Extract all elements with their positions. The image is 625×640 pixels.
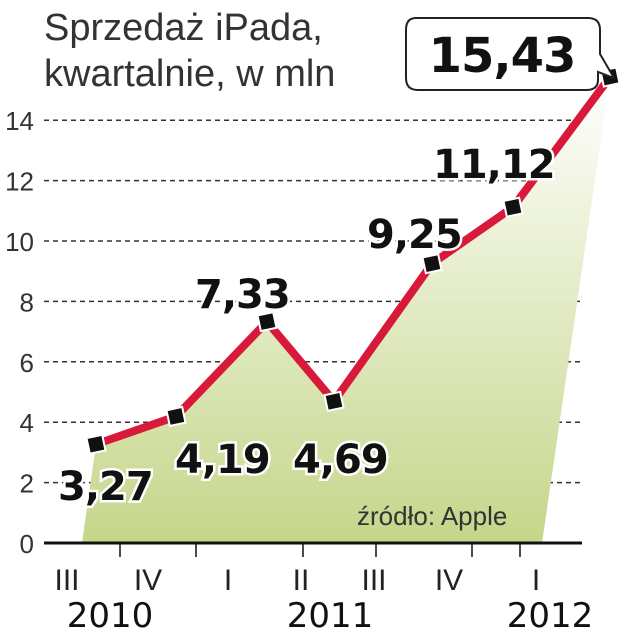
y-tick-label: 12: [5, 167, 34, 197]
x-tick-label: IV: [134, 564, 162, 597]
data-label: 4,19: [175, 437, 270, 483]
highlighted-value-callout: 15,43: [405, 17, 617, 91]
area-fill: [82, 77, 610, 543]
chart-title-line-2: kwartalnie, w mln: [44, 53, 335, 95]
area-shape: [82, 77, 610, 543]
x-tick-label: II: [293, 564, 310, 597]
y-tick-label: 0: [20, 529, 34, 559]
year-label: 2012: [507, 596, 594, 636]
year-label: 2010: [67, 596, 154, 636]
data-labels: 3,27 4,19 7,33 4,69 9,25 11,12 15,43: [56, 17, 617, 513]
data-point-marker: [85, 433, 107, 455]
y-tick-label: 8: [20, 287, 34, 317]
y-tick-label: 6: [20, 348, 34, 378]
y-tick-label: 14: [5, 106, 34, 136]
data-label: 7,33: [195, 272, 290, 318]
y-tick-labels: 0 2 4 6 8 10 12 14: [5, 106, 34, 559]
data-label: 11,12: [433, 142, 555, 188]
x-axis: [44, 541, 582, 557]
y-tick-label: 4: [20, 408, 34, 438]
callout-box: [405, 17, 617, 91]
year-labels: 2010 2011 2012: [67, 596, 594, 636]
data-point-marker: [421, 252, 443, 275]
data-label: 4,69: [293, 437, 388, 483]
data-markers: [85, 66, 621, 455]
data-label: 9,25: [367, 212, 462, 258]
x-tick-label: IV: [435, 564, 463, 597]
data-point-marker: [256, 310, 278, 333]
y-tick-label: 2: [20, 469, 34, 499]
x-tick-label: I: [224, 564, 232, 597]
x-tick-label: III: [54, 564, 79, 597]
x-tick-label: I: [532, 564, 540, 597]
data-label: 3,27: [58, 464, 153, 510]
data-point-marker: [502, 196, 524, 218]
year-label: 2011: [287, 596, 374, 636]
x-tick-label: III: [361, 564, 386, 597]
data-point-marker: [323, 390, 345, 413]
y-tick-label: 10: [5, 227, 34, 257]
data-point-marker: [165, 405, 187, 428]
x-tick-labels: III IV I II III IV I: [54, 564, 540, 597]
data-label: 15,43: [429, 28, 576, 84]
chart-title-line-1: Sprzedaż iPada,: [44, 7, 323, 49]
source-note: źródło: Apple: [357, 501, 507, 531]
